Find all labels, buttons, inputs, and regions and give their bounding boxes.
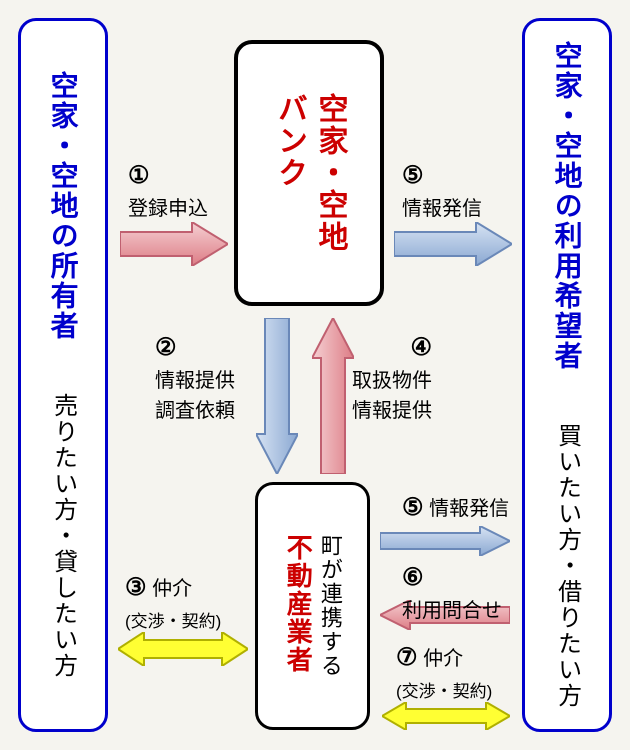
node-owner-text: 空家・空地の所有者 売りたい方・貸したい方: [43, 71, 82, 679]
step-1-label: 登録申込: [128, 198, 208, 220]
step-1-num: ①: [128, 158, 150, 194]
step-2-num: ②: [155, 330, 177, 366]
label-step-5b: ⑤ 情報発信: [402, 490, 509, 526]
node-bank: 空家・空地 バンク: [234, 40, 384, 306]
node-user: 空家・空地の利用希望者 買いたい方・借りたい方: [522, 18, 612, 732]
step-5b-label: 情報発信: [429, 498, 509, 520]
arrow-1: [120, 222, 228, 266]
arrow-2: [256, 318, 298, 474]
step-6-label: 利用問合せ: [402, 600, 502, 622]
arrow-5a: [394, 222, 512, 266]
step-6-num: ⑥: [402, 560, 424, 596]
node-user-title: 空家・空地の利用希望者: [552, 41, 583, 371]
step-3-num: ③: [125, 570, 147, 606]
arrow-3: [118, 632, 248, 666]
node-owner-title: 空家・空地の所有者: [48, 71, 79, 341]
label-step-3: ③ 仲介 (交渉・契約): [125, 570, 221, 636]
step-4-num: ④: [410, 330, 432, 366]
step-4-label1: 取扱物件: [352, 370, 432, 392]
label-step-7: ⑦ 仲介 (交渉・契約): [396, 640, 492, 706]
label-step-6: ⑥ 利用問合せ: [402, 560, 502, 626]
node-bank-line2: バンク: [273, 93, 306, 189]
step-2-label2: 調査依頼: [155, 400, 235, 422]
node-owner-subtitle: 売りたい方・貸したい方: [50, 393, 77, 679]
node-agent: 町が連携する 不動産業者: [255, 482, 370, 730]
node-agent-line1: 町が連携する: [318, 534, 343, 678]
step-5a-label: 情報発信: [402, 198, 482, 220]
step-5a-num: ⑤: [402, 158, 424, 194]
node-owner: 空家・空地の所有者 売りたい方・貸したい方: [18, 18, 108, 732]
node-bank-line1: 空家・空地: [314, 93, 347, 253]
step-7-num: ⑦: [396, 640, 418, 676]
step-3-label1: 仲介: [152, 578, 192, 600]
step-7-label1: 仲介: [423, 648, 463, 670]
arrow-4: [312, 318, 354, 474]
node-user-subtitle: 買いたい方・借りたい方: [554, 423, 581, 709]
arrow-7: [382, 702, 510, 730]
arrow-5b: [380, 526, 510, 556]
label-step-2: ② 情報提供 調査依頼: [155, 330, 235, 426]
node-agent-text: 町が連携する 不動産業者: [280, 534, 345, 678]
step-3-label2: (交渉・契約): [125, 612, 221, 631]
label-step-4: ④ 取扱物件 情報提供: [352, 330, 432, 426]
label-step-5a: ⑤ 情報発信: [402, 158, 482, 224]
step-2-label1: 情報提供: [155, 370, 235, 392]
label-step-1: ① 登録申込: [128, 158, 208, 224]
step-7-label2: (交渉・契約): [396, 682, 492, 701]
node-agent-line2: 不動産業者: [283, 534, 313, 674]
step-5b-num: ⑤: [402, 490, 424, 526]
node-bank-text: 空家・空地 バンク: [269, 93, 350, 253]
step-4-label2: 情報提供: [352, 400, 432, 422]
node-user-text: 空家・空地の利用希望者 買いたい方・借りたい方: [547, 41, 586, 709]
